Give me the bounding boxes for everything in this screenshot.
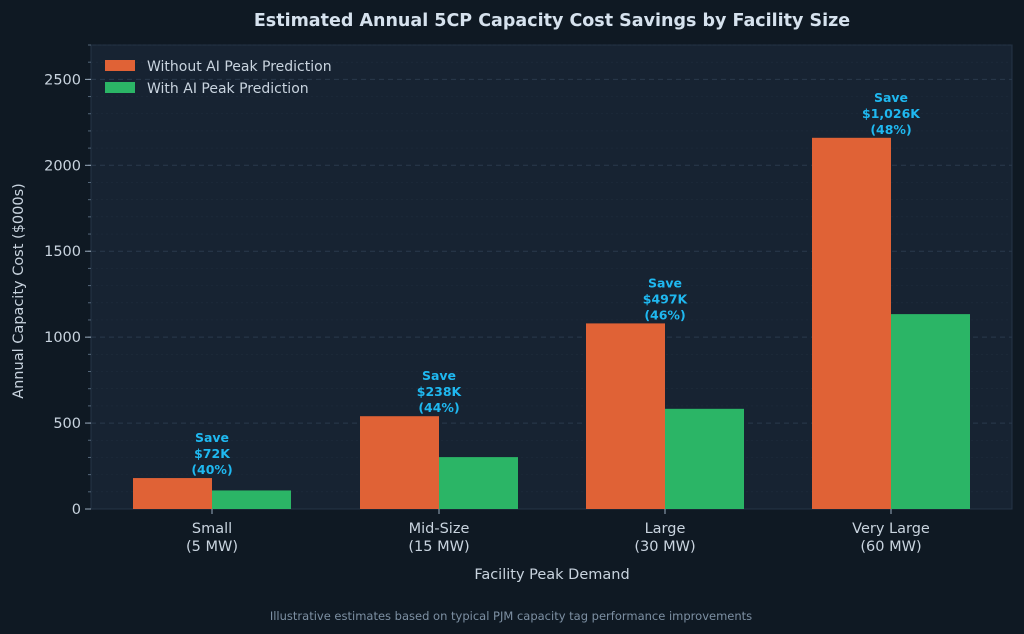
savings-annotation: (44%) (418, 400, 459, 415)
x-tick-label: (60 MW) (860, 539, 921, 555)
bar-without-ai (360, 416, 439, 509)
y-tick-label: 1500 (44, 244, 81, 260)
savings-annotation: Save (874, 90, 908, 105)
x-tick-label: (5 MW) (186, 539, 238, 555)
y-tick-label: 500 (53, 416, 81, 432)
savings-annotation: Save (195, 430, 229, 445)
bar-with-ai (891, 314, 970, 509)
y-axis-label: Annual Capacity Cost ($000s) (11, 183, 27, 399)
y-tick-label: 2000 (44, 158, 81, 174)
savings-annotation: $497K (643, 291, 689, 306)
bar-with-ai (212, 490, 291, 509)
y-tick-label: 2500 (44, 72, 81, 88)
x-tick-label: Very Large (852, 521, 930, 537)
x-tick-label: (15 MW) (408, 539, 469, 555)
x-axis: Small (5 MW) Mid-Size (15 MW) Large (30 MW) Ve… (186, 509, 930, 555)
savings-annotation: (48%) (870, 122, 911, 137)
savings-annotation: (40%) (191, 462, 232, 477)
annotations: Save$72K(40%)Save$238K(44%)Save$497K(46%… (191, 90, 921, 477)
savings-annotation: $1,026K (862, 106, 921, 121)
legend-label: Without AI Peak Prediction (147, 59, 332, 75)
bar-with-ai (665, 408, 744, 509)
y-tick-label: 0 (72, 502, 81, 518)
savings-annotation: $72K (194, 446, 231, 461)
legend-swatch-without-ai (105, 60, 135, 71)
x-tick-label: Mid-Size (409, 521, 470, 537)
savings-annotation: $238K (417, 384, 463, 399)
legend: Without AI Peak Prediction With AI Peak P… (105, 59, 332, 97)
savings-annotation: Save (648, 275, 682, 290)
x-axis-label: Facility Peak Demand (474, 567, 629, 583)
footnote: Illustrative estimates based on typical … (270, 609, 752, 623)
legend-label: With AI Peak Prediction (147, 81, 309, 97)
legend-swatch-with-ai (105, 82, 135, 93)
bar-without-ai (133, 478, 212, 509)
chart-title: Estimated Annual 5CP Capacity Cost Savin… (254, 11, 850, 31)
x-tick-label: Large (645, 521, 686, 537)
x-tick-label: Small (192, 521, 232, 537)
bar-without-ai (812, 137, 891, 510)
y-tick-label: 1000 (44, 330, 81, 346)
savings-annotation: Save (422, 368, 456, 383)
y-axis: 0 500 1000 1500 2000 2500 (44, 44, 91, 518)
bars (133, 137, 970, 510)
bar-without-ai (586, 323, 665, 509)
savings-annotation: (46%) (644, 307, 685, 322)
x-tick-label: (30 MW) (634, 539, 695, 555)
bar-with-ai (439, 457, 518, 509)
